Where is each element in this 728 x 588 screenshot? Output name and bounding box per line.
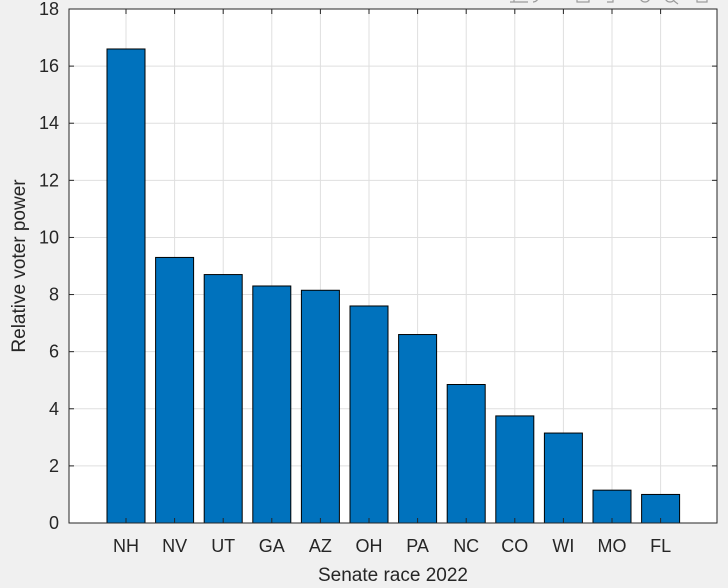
y-tick-label: 8 [49, 285, 59, 305]
y-tick-label: 14 [39, 113, 59, 133]
home-icon[interactable] [696, 0, 708, 3]
bar-co [495, 415, 535, 524]
datatip-icon[interactable] [576, 0, 590, 3]
y-tick-label: 10 [39, 227, 59, 247]
y-tick-label: 0 [49, 513, 59, 533]
bar-nv [155, 256, 195, 524]
y-tick-label: 16 [39, 56, 59, 76]
bar-ga [252, 285, 292, 524]
x-tick-label-az: AZ [309, 536, 332, 556]
x-tick-label-nh: NH [113, 536, 139, 556]
y-axis: 0 2 4 6 8 10 12 14 16 18 [39, 0, 717, 533]
y-tick-label: 4 [49, 399, 59, 419]
y-tick-label: 12 [39, 170, 59, 190]
y-tick-label: 6 [49, 342, 59, 362]
x-axis-title: Senate race 2022 [318, 565, 468, 586]
bar-az [300, 289, 340, 524]
x-axis: NH NV UT GA AZ OH PA NC CO WI MO FL [113, 9, 671, 556]
brush-icon[interactable] [532, 0, 539, 3]
bar-nc [446, 384, 486, 524]
zoom-out-icon[interactable] [665, 0, 679, 5]
bar-pa [398, 334, 438, 524]
axes-toolbar[interactable] [510, 0, 708, 5]
x-tick-label-pa: PA [406, 536, 429, 556]
rotate-icon[interactable] [607, 0, 614, 3]
y-tick-label: 2 [49, 456, 59, 476]
x-tick-label-mo: MO [598, 536, 627, 556]
bar-mo [592, 489, 632, 524]
bar-nh [106, 48, 146, 524]
x-tick-label-ut: UT [211, 536, 235, 556]
export-icon[interactable] [510, 0, 528, 3]
zoom-in-icon[interactable] [640, 0, 650, 3]
y-tick-label: 18 [39, 0, 59, 19]
x-tick-label-co: CO [501, 536, 528, 556]
x-tick-label-oh: OH [356, 536, 383, 556]
x-tick-label-nc: NC [453, 536, 479, 556]
bar-ut [203, 274, 243, 524]
bar-series [106, 48, 681, 524]
x-tick-label-ga: GA [259, 536, 285, 556]
bar-oh [349, 305, 389, 524]
axes-box [68, 8, 718, 524]
bar-wi [543, 432, 583, 524]
y-axis-title: Relative voter power [9, 179, 30, 353]
x-tick-label-fl: FL [650, 536, 671, 556]
x-tick-label-wi: WI [552, 536, 574, 556]
x-tick-label-nv: NV [162, 536, 187, 556]
